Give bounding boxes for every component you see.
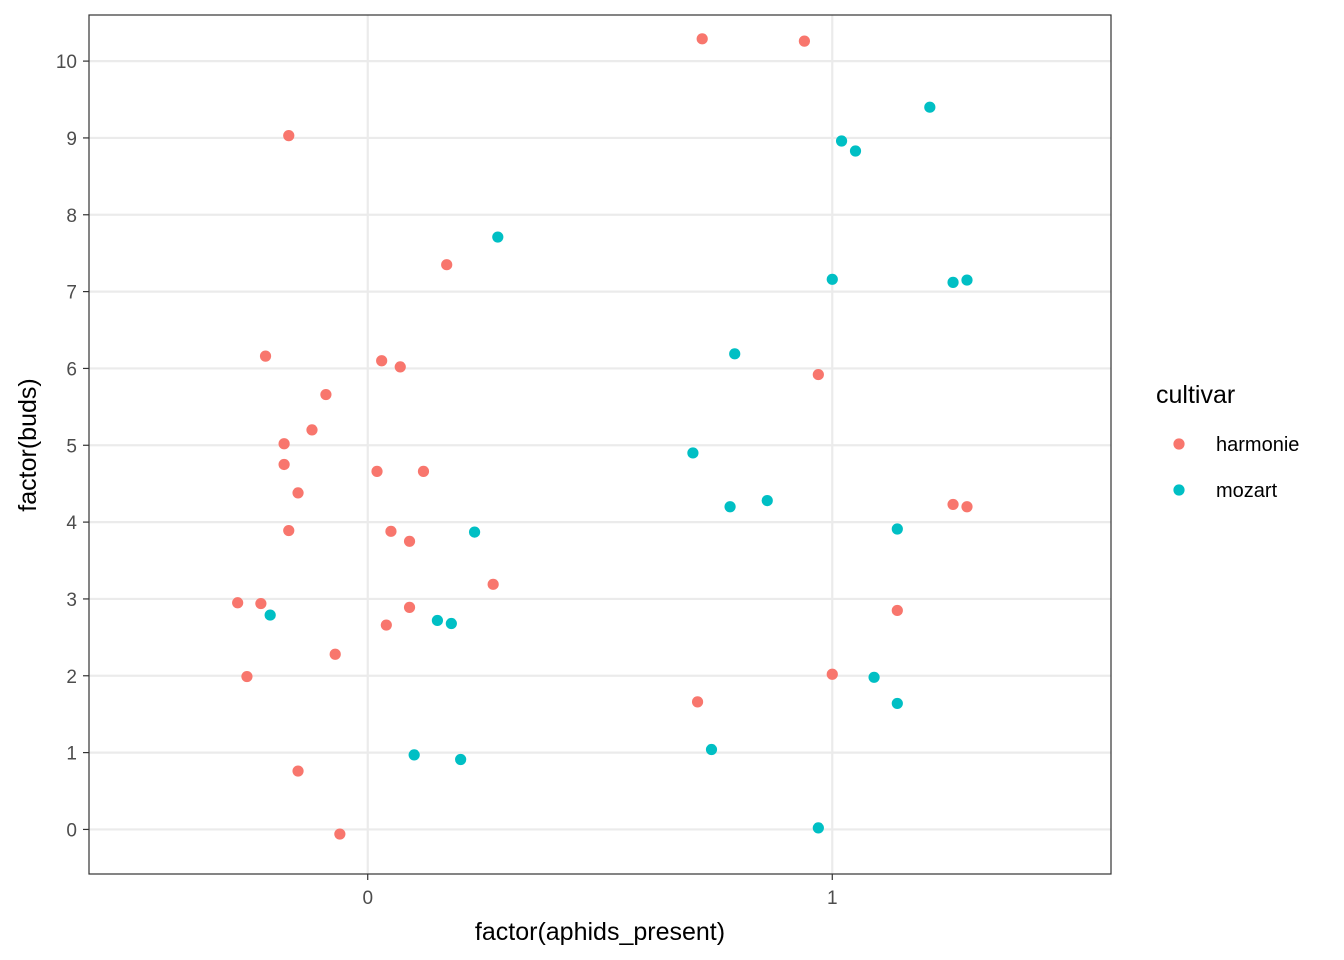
y-axis-title: factor(buds) — [14, 378, 42, 511]
data-point-harmonie — [691, 696, 704, 708]
data-point-harmonie — [241, 670, 253, 683]
data-point-harmonie — [292, 765, 304, 777]
y-tick-label: 1 — [66, 744, 77, 765]
data-point-harmonie — [320, 388, 332, 401]
data-point-mozart — [761, 494, 773, 507]
data-point-harmonie — [385, 525, 397, 537]
legend-label-mozart: mozart — [1216, 480, 1278, 502]
data-point-mozart — [492, 231, 504, 243]
data-point-mozart — [468, 526, 481, 538]
legend-entries: harmonie mozart — [1173, 434, 1299, 502]
data-point-mozart — [947, 276, 959, 288]
data-point-mozart — [445, 617, 457, 630]
data-point-mozart — [687, 447, 699, 459]
data-point-mozart — [868, 671, 880, 683]
data-point-harmonie — [278, 458, 290, 471]
legend-title: cultivar — [1156, 381, 1235, 409]
data-point-harmonie — [306, 424, 318, 436]
data-point-mozart — [961, 274, 973, 286]
data-point-mozart — [729, 348, 741, 360]
data-point-mozart — [849, 145, 862, 157]
data-point-mozart — [264, 609, 276, 621]
y-tick-label: 6 — [66, 359, 77, 380]
data-point-harmonie — [487, 578, 499, 590]
grid-lines — [89, 15, 1111, 874]
data-point-mozart — [455, 753, 467, 766]
legend-label-harmonie: harmonie — [1216, 434, 1299, 456]
data-point-harmonie — [283, 524, 295, 537]
x-axis-title: factor(aphids_present) — [475, 918, 725, 946]
data-point-mozart — [705, 743, 718, 756]
data-point-mozart — [408, 749, 420, 761]
data-points — [232, 33, 973, 840]
data-point-harmonie — [441, 259, 453, 271]
data-point-harmonie — [255, 597, 267, 610]
y-tick-label: 10 — [56, 52, 77, 73]
legend: cultivar harmonie mozart — [1156, 381, 1299, 502]
data-point-harmonie — [947, 498, 959, 511]
data-point-harmonie — [259, 350, 272, 362]
y-tick-label: 3 — [66, 590, 77, 611]
data-point-harmonie — [371, 465, 383, 477]
series-harmonie — [232, 33, 973, 840]
x-tick-label: 0 — [362, 888, 373, 909]
data-point-harmonie — [232, 597, 244, 609]
data-point-mozart — [835, 135, 848, 147]
y-tick-label: 4 — [66, 513, 77, 534]
y-tick-label: 7 — [66, 283, 77, 304]
data-point-harmonie — [403, 601, 416, 613]
data-point-harmonie — [961, 501, 973, 513]
data-point-harmonie — [283, 130, 295, 142]
data-point-harmonie — [278, 438, 290, 450]
data-point-harmonie — [380, 619, 392, 631]
data-point-mozart — [891, 523, 903, 535]
data-point-mozart — [826, 273, 838, 285]
data-point-mozart — [431, 614, 444, 627]
data-point-harmonie — [826, 668, 838, 680]
data-point-mozart — [924, 101, 936, 113]
y-tick-label: 0 — [66, 820, 77, 841]
legend-key-harmonie — [1173, 438, 1185, 450]
axes: 0 1 2 3 4 5 6 7 8 9 10 0 1 — [56, 52, 838, 909]
series-mozart — [264, 101, 973, 834]
data-point-mozart — [891, 697, 903, 710]
y-tick-label: 8 — [66, 206, 77, 227]
data-point-harmonie — [403, 535, 416, 547]
data-point-harmonie — [329, 648, 341, 660]
data-point-mozart — [812, 822, 824, 834]
data-point-harmonie — [891, 604, 903, 617]
data-point-harmonie — [334, 828, 346, 840]
y-tick-label: 5 — [66, 436, 77, 457]
data-point-harmonie — [417, 465, 430, 477]
y-tick-label: 9 — [66, 129, 77, 150]
y-tick-label: 2 — [66, 667, 77, 688]
x-tick-label: 1 — [827, 888, 838, 909]
data-point-harmonie — [798, 35, 811, 47]
data-point-harmonie — [292, 487, 304, 499]
plot-border — [88, 14, 1112, 875]
data-point-harmonie — [696, 33, 708, 45]
data-point-harmonie — [376, 355, 388, 367]
data-point-harmonie — [812, 368, 824, 381]
legend-key-mozart — [1173, 484, 1185, 496]
data-point-harmonie — [394, 361, 406, 373]
data-point-mozart — [724, 501, 736, 513]
